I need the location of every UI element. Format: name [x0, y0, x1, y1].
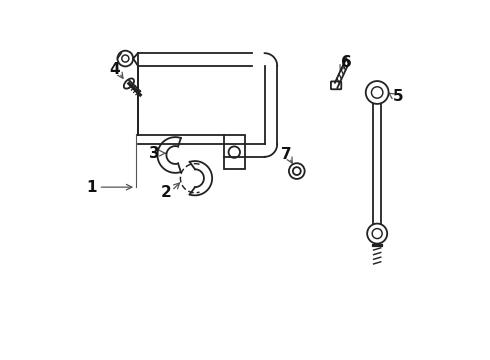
Text: 4: 4: [109, 62, 120, 77]
Text: 3: 3: [148, 146, 159, 161]
Text: 1: 1: [86, 180, 97, 195]
Text: 6: 6: [342, 55, 352, 69]
Text: 7: 7: [281, 148, 292, 162]
Text: 5: 5: [393, 89, 404, 104]
Bar: [223, 135, 245, 169]
Text: 2: 2: [161, 185, 172, 200]
